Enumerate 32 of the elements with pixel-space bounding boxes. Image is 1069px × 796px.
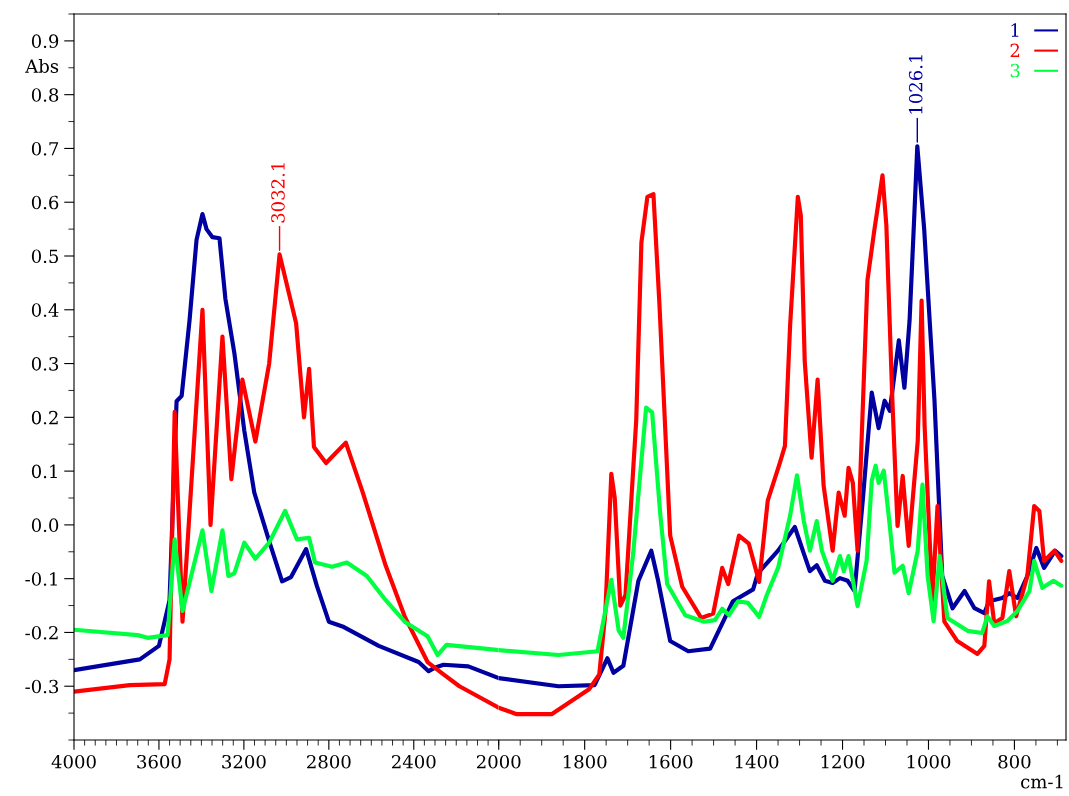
y-tick-label: 0.9 [31,34,59,49]
x-tick-label: 1400 [735,754,779,769]
y-tick-label: 0.1 [31,464,57,479]
y-tick-label: 0.6 [31,195,59,210]
y-tick-label: 0.5 [31,249,59,264]
x-tick-label: 3200 [222,754,266,769]
x-tick-label: 2800 [307,754,351,769]
x-tick-label: 1200 [821,754,865,769]
legend-label: 3 [1010,63,1020,78]
y-tick-label: -0.3 [25,679,59,694]
y-axis-title: Abs [25,58,59,73]
y-tick-label: 0.0 [31,518,59,533]
y-tick-label: 0.8 [31,88,59,102]
y-tick-label: 0.7 [31,141,59,156]
x-tick-label: 1600 [649,754,693,769]
x-tick-label: 2000 [476,754,521,769]
legend-label: 2 [1010,43,1020,57]
annotation: 3032.1 [271,163,285,223]
y-tick-label: -0.2 [25,625,58,640]
y-tick-label: 0.4 [31,303,59,317]
legend-label: 1 [1011,23,1019,37]
y-tick-label: 0.3 [31,357,59,371]
x-tick-label: 4000 [51,754,96,769]
annotation: 1026.1 [908,55,923,114]
x-tick-label: 2400 [392,754,436,769]
x-tick-label: 1800 [563,754,607,769]
x-tick-label: 800 [998,754,1031,769]
y-tick-label: -0.1 [25,572,57,586]
y-tick-label: 0.2 [31,410,58,425]
x-tick-label: 1000 [907,754,951,769]
x-tick-label: 3600 [137,754,181,769]
x-axis-title: cm-1 [1021,774,1063,789]
